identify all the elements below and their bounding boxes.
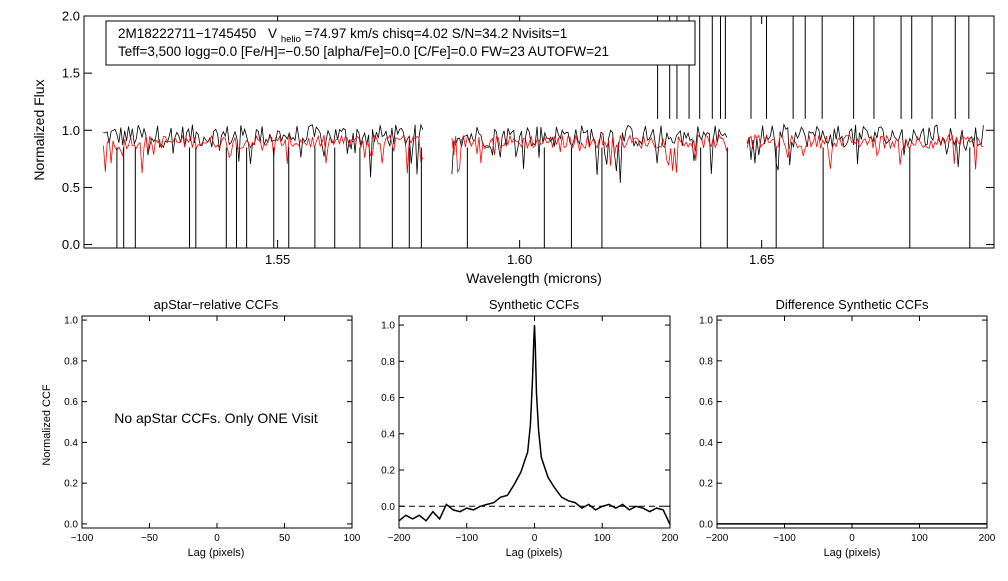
difference-ytick-label: 1.0 bbox=[699, 316, 713, 327]
difference-frame bbox=[716, 315, 988, 529]
synthetic-xlabel: Lag (pixels) bbox=[506, 547, 563, 559]
spectrum-synthetic-line bbox=[451, 133, 728, 174]
spectrum-panel: 1.55 1.60 1.65 0.0 0.5 1.0 1.5 2.0 2M18222711−1… bbox=[31, 9, 995, 286]
velocity-symbol: V bbox=[268, 26, 277, 41]
difference-ytick-label: 0.2 bbox=[699, 479, 713, 490]
difference-ytick-label: 0.6 bbox=[699, 397, 713, 408]
info-box: 2M18222711−1745450 V helio =74.97 km/s c… bbox=[105, 20, 696, 66]
difference-xtick-label: 100 bbox=[911, 533, 928, 544]
spectrum-ytick-label: 2.0 bbox=[62, 9, 80, 24]
spectrum-ytick-label: 1.5 bbox=[62, 66, 80, 81]
info-line-2: Teff=3,500 logg=0.0 [Fe/H]=−0.50 [alpha/… bbox=[118, 44, 609, 59]
synthetic-series bbox=[398, 325, 671, 525]
synthetic-ytick-label: 0.8 bbox=[381, 357, 395, 368]
spectrum-ylabel: Normalized Flux bbox=[31, 79, 47, 180]
apstar-axes: −100 −50 0 50 100 0.0 0.2 0.4 0.6 0.8 1.0 bbox=[64, 315, 361, 544]
difference-ytick-label: 0.0 bbox=[699, 519, 713, 530]
apstar-ytick-label: 0.2 bbox=[64, 479, 78, 490]
synthetic-xtick-label: 0 bbox=[532, 533, 538, 544]
apstar-xtick-label: 100 bbox=[344, 533, 361, 544]
synthetic-ccf-panel: Synthetic CCFs −200 −100 0 100 200 0.0 0.2 0.4 0… bbox=[381, 297, 679, 559]
spectrum-ytick-label: 1.0 bbox=[62, 123, 80, 138]
synthetic-xtick-label: −200 bbox=[388, 533, 411, 544]
synthetic-frame bbox=[398, 315, 671, 529]
difference-title: Difference Synthetic CCFs bbox=[776, 297, 929, 312]
apstar-xtick-label: −50 bbox=[141, 533, 158, 544]
synthetic-ytick-label: 0.6 bbox=[381, 393, 395, 404]
difference-xtick-label: 200 bbox=[979, 533, 996, 544]
difference-ytick-label: 0.8 bbox=[699, 356, 713, 367]
difference-ccf-panel: Difference Synthetic CCFs −200 −100 0 100 20… bbox=[699, 297, 996, 559]
synthetic-axes: −200 −100 0 100 200 0.0 0.2 0.4 0.6 0.8 1.0 bbox=[381, 315, 679, 544]
difference-xlabel: Lag (pixels) bbox=[824, 547, 881, 559]
spectrum-observed-line bbox=[103, 123, 424, 178]
synthetic-ytick-label: 1.0 bbox=[381, 321, 395, 332]
spectrum-ytick-label: 0.5 bbox=[62, 180, 80, 195]
difference-xtick-label: −100 bbox=[773, 533, 796, 544]
synthetic-ytick-label: 0.4 bbox=[381, 429, 395, 440]
difference-xtick-label: 0 bbox=[849, 533, 855, 544]
synthetic-ytick-label: 0.0 bbox=[381, 502, 395, 513]
spectrum-synthetic-line bbox=[746, 133, 984, 170]
spectrum-xtick-label: 1.60 bbox=[507, 252, 532, 267]
apstar-ytick-label: 1.0 bbox=[64, 316, 78, 327]
apstar-title: apStar−relative CCFs bbox=[154, 297, 279, 312]
synthetic-xtick-label: 100 bbox=[594, 533, 611, 544]
info-box-frame bbox=[105, 20, 696, 66]
spectrum-axes: 1.55 1.60 1.65 0.0 0.5 1.0 1.5 2.0 bbox=[62, 9, 995, 267]
difference-axes: −200 −100 0 100 200 0.0 0.2 0.4 0.6 0.8 1.0 bbox=[699, 315, 996, 544]
difference-xtick-label: −200 bbox=[706, 533, 729, 544]
apstar-xtick-label: 0 bbox=[214, 533, 220, 544]
synthetic-ytick-label: 0.2 bbox=[381, 466, 395, 477]
apstar-ccf-panel: apStar−relative CCFs −100 −50 0 50 100 0.0 0.2… bbox=[41, 297, 361, 559]
synthetic-xtick-label: 200 bbox=[662, 533, 679, 544]
spectrum-xlabel: Wavelength (microns) bbox=[466, 270, 602, 286]
apstar-xtick-label: −100 bbox=[71, 533, 94, 544]
star-id: 2M18222711−1745450 bbox=[118, 26, 256, 41]
apstar-ytick-label: 0.6 bbox=[64, 397, 78, 408]
spectrum-synthetic-line bbox=[103, 134, 424, 174]
spectrum-observed-line bbox=[746, 123, 984, 171]
synthetic-ccf-line bbox=[398, 325, 671, 525]
velocity-subscript: helio bbox=[281, 34, 301, 45]
spectrum-xtick-label: 1.55 bbox=[265, 252, 290, 267]
apstar-ylabel: Normalized CCF bbox=[41, 384, 53, 466]
apstar-ytick-label: 0.8 bbox=[64, 356, 78, 367]
spectrum-ytick-label: 0.0 bbox=[62, 237, 80, 252]
apstar-ytick-label: 0.0 bbox=[64, 519, 78, 530]
synthetic-title: Synthetic CCFs bbox=[489, 297, 580, 312]
info-line-1-rest: =74.97 km/s chisq=4.02 S/N=34.2 Nvisits=… bbox=[305, 26, 568, 41]
apstar-xtick-label: 50 bbox=[279, 533, 291, 544]
apstar-message: No apStar CCFs. Only ONE Visit bbox=[114, 410, 318, 426]
spectrum-xtick-label: 1.65 bbox=[749, 252, 774, 267]
spectrum-frame bbox=[83, 15, 995, 249]
synthetic-xtick-label: −100 bbox=[455, 533, 478, 544]
spectrum-observed-line bbox=[451, 124, 728, 183]
difference-ytick-label: 0.4 bbox=[699, 438, 713, 449]
info-line-1: 2M18222711−1745450 V helio =74.97 km/s c… bbox=[118, 26, 567, 45]
apstar-xlabel: Lag (pixels) bbox=[188, 547, 245, 559]
spectrum-series bbox=[103, 16, 984, 248]
apstar-ytick-label: 0.4 bbox=[64, 438, 78, 449]
